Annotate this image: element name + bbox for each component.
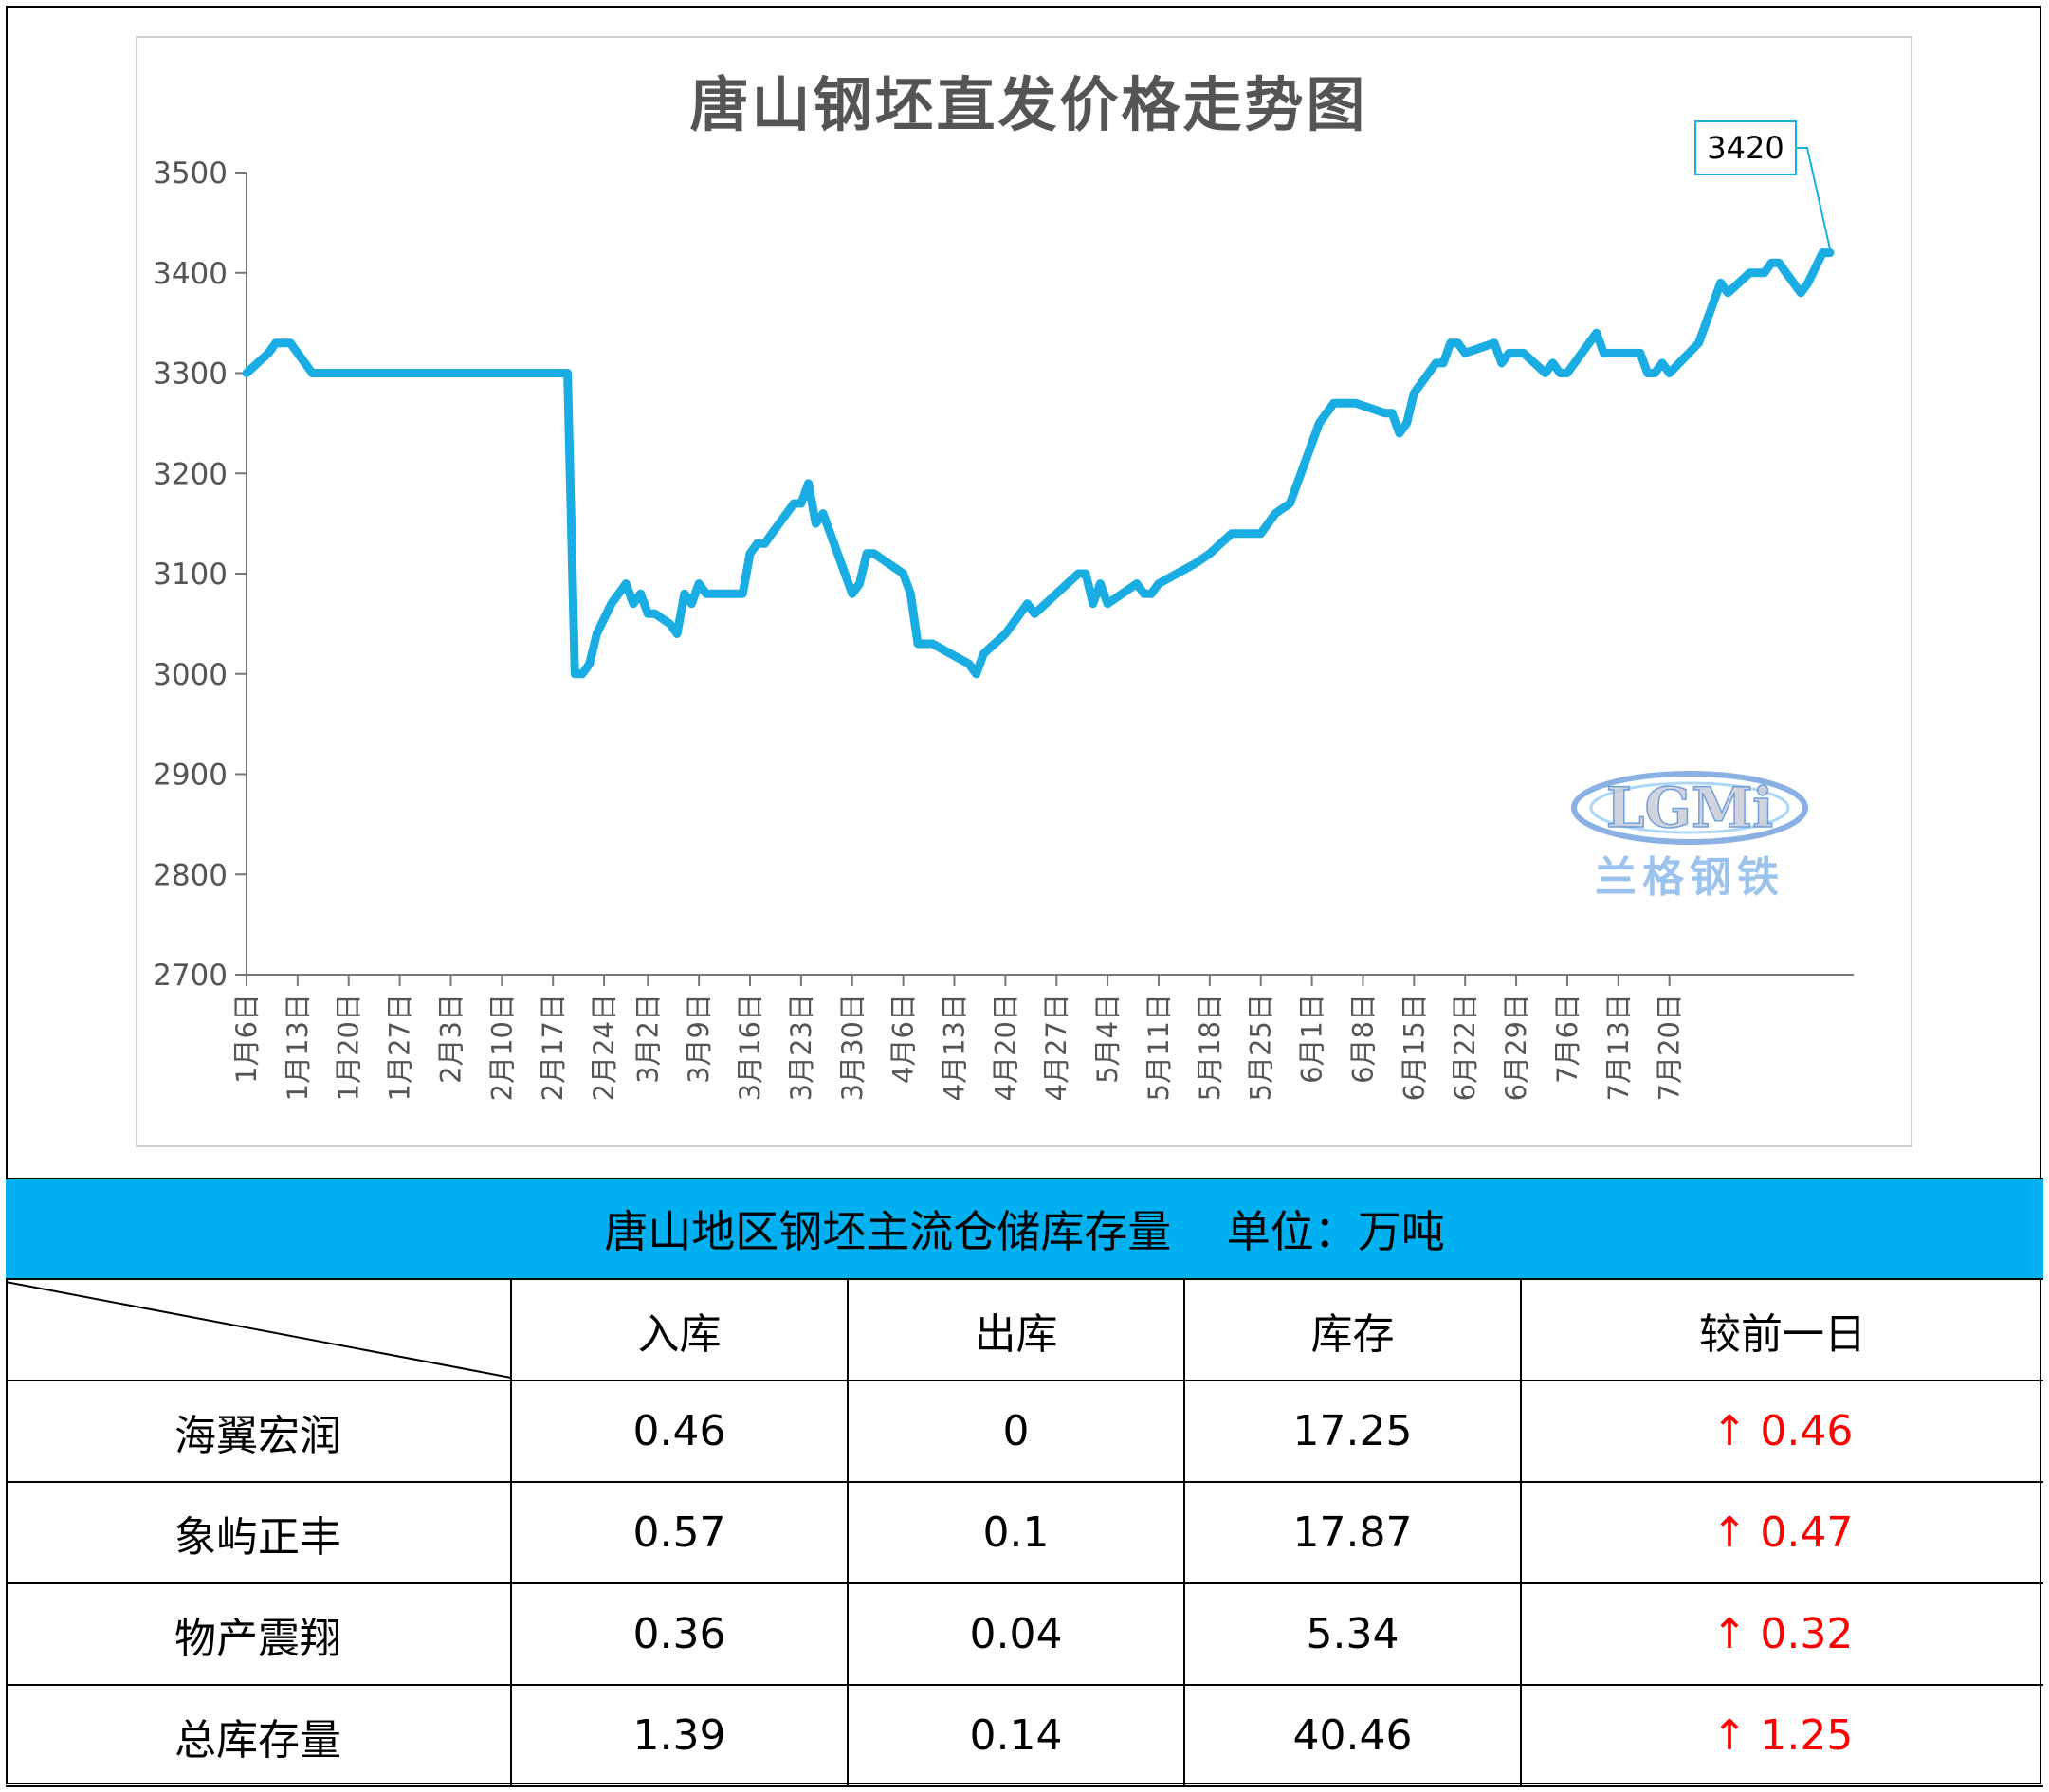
x-tick-label: 1月27日 bbox=[384, 994, 416, 1101]
x-tick-label: 1月20日 bbox=[333, 994, 365, 1101]
x-tick-label: 2月24日 bbox=[588, 994, 620, 1101]
row-stock: 5.34 bbox=[1183, 1582, 1522, 1686]
y-tick-label: 2700 bbox=[153, 959, 228, 993]
x-tick-label: 5月25日 bbox=[1245, 994, 1277, 1101]
corner-diagonal bbox=[6, 1281, 511, 1379]
row-out: 0.04 bbox=[847, 1582, 1185, 1686]
row-in: 1.39 bbox=[510, 1684, 849, 1787]
row-in: 0.36 bbox=[510, 1582, 849, 1686]
y-tick-label: 3200 bbox=[153, 457, 228, 491]
x-tick-label: 1月13日 bbox=[282, 994, 314, 1101]
series-line bbox=[242, 248, 1835, 679]
table-row: 物产震翔 0.36 0.04 5.34 ↑ 0.32 bbox=[6, 1582, 2043, 1686]
x-tick-label: 7月6日 bbox=[1551, 994, 1583, 1084]
chart-svg: 唐山钢坯直发价格走势图 2700 2800 2900 3000 3100 3200 3300… bbox=[153, 70, 1854, 1101]
row-out: 0 bbox=[847, 1380, 1185, 1483]
row-name: 总库存量 bbox=[6, 1684, 512, 1787]
lgmi-logo: LGMi 兰格钢铁 bbox=[1571, 771, 1808, 902]
price-chart: 唐山钢坯直发价格走势图 2700 2800 2900 3000 3100 3200 3300… bbox=[136, 36, 1912, 1147]
inventory-table: 入库 出库 库存 较前一日 海翼宏润 0.46 0 17.25 ↑ 0.46 象… bbox=[6, 1280, 2043, 1787]
x-tick-label: 3月16日 bbox=[734, 994, 766, 1101]
logo-wordmark: LGMi bbox=[1606, 776, 1774, 840]
x-tick-label: 5月11日 bbox=[1143, 994, 1175, 1101]
row-out: 0.14 bbox=[847, 1684, 1185, 1787]
row-change: ↑ 1.25 bbox=[1520, 1684, 2043, 1787]
y-axis: 2700 2800 2900 3000 3100 3200 3300 3400 3500 bbox=[153, 156, 247, 993]
x-tick-label: 3月30日 bbox=[836, 994, 869, 1101]
table-title: 唐山地区钢坯主流仓储库存量 bbox=[604, 1206, 1172, 1257]
row-name: 海翼宏润 bbox=[6, 1380, 512, 1483]
x-tick-label: 4月13日 bbox=[938, 994, 970, 1101]
data-label-callout: 3420 bbox=[1694, 120, 1831, 249]
x-tick-label: 6月15日 bbox=[1398, 994, 1430, 1101]
data-label-leader bbox=[1796, 147, 1831, 249]
y-tick-label: 2800 bbox=[153, 858, 228, 892]
table-title-bar: 唐山地区钢坯主流仓储库存量 单位：万吨 bbox=[6, 1178, 2043, 1280]
header-in: 入库 bbox=[510, 1280, 849, 1381]
x-tick-label: 5月4日 bbox=[1091, 994, 1124, 1084]
logo-subtitle: 兰格钢铁 bbox=[1595, 853, 1784, 902]
x-tick-label: 6月22日 bbox=[1449, 994, 1481, 1101]
table-header-row: 入库 出库 库存 较前一日 bbox=[6, 1280, 2043, 1381]
x-tick-label: 4月20日 bbox=[989, 994, 1021, 1101]
row-change: ↑ 0.47 bbox=[1520, 1481, 2043, 1584]
x-tick-label: 3月2日 bbox=[631, 994, 664, 1084]
row-stock: 17.25 bbox=[1183, 1380, 1522, 1483]
x-tick-label: 6月29日 bbox=[1500, 994, 1532, 1101]
x-tick-label: 4月27日 bbox=[1040, 994, 1072, 1101]
row-out: 0.1 bbox=[847, 1481, 1185, 1584]
row-stock: 17.87 bbox=[1183, 1481, 1522, 1584]
x-tick-label: 4月6日 bbox=[887, 994, 920, 1084]
x-tick-label: 6月1日 bbox=[1296, 994, 1328, 1084]
header-out: 出库 bbox=[847, 1280, 1185, 1381]
row-stock: 40.46 bbox=[1183, 1684, 1522, 1787]
y-tick-label: 3400 bbox=[153, 257, 228, 291]
chart-title: 唐山钢坯直发价格走势图 bbox=[689, 70, 1367, 139]
y-tick-label: 3300 bbox=[153, 357, 228, 392]
x-tick-label: 7月20日 bbox=[1654, 994, 1686, 1101]
header-change: 较前一日 bbox=[1520, 1280, 2043, 1381]
row-name: 象屿正丰 bbox=[6, 1481, 512, 1584]
x-tick-label: 3月9日 bbox=[683, 994, 715, 1084]
row-change: ↑ 0.32 bbox=[1520, 1582, 2043, 1686]
y-tick-label: 2900 bbox=[153, 759, 228, 793]
x-tick-label: 2月10日 bbox=[485, 994, 518, 1101]
x-tick-label: 6月8日 bbox=[1346, 994, 1379, 1084]
x-tick-label: 2月3日 bbox=[434, 994, 467, 1084]
corner-cell bbox=[6, 1280, 512, 1381]
row-in: 0.57 bbox=[510, 1481, 849, 1584]
row-change: ↑ 0.46 bbox=[1520, 1380, 2043, 1483]
y-tick-label: 3500 bbox=[153, 156, 228, 191]
x-axis: 1月6日 1月13日 1月20日 1月27日 2月3日 2月10日 2月17日 2月24日 3月… bbox=[230, 974, 1854, 1101]
row-in: 0.46 bbox=[510, 1380, 849, 1483]
table-row: 海翼宏润 0.46 0 17.25 ↑ 0.46 bbox=[6, 1380, 2043, 1483]
table-unit: 单位：万吨 bbox=[1226, 1206, 1445, 1257]
series-layer bbox=[242, 248, 1835, 679]
row-name: 物产震翔 bbox=[6, 1582, 512, 1686]
x-tick-label: 7月13日 bbox=[1602, 994, 1635, 1101]
x-tick-label: 5月18日 bbox=[1194, 994, 1226, 1101]
x-tick-label: 3月23日 bbox=[785, 994, 817, 1101]
x-tick-label: 1月6日 bbox=[230, 994, 263, 1084]
y-tick-label: 3100 bbox=[153, 558, 228, 592]
table-row: 象屿正丰 0.57 0.1 17.87 ↑ 0.47 bbox=[6, 1481, 2043, 1584]
table-row: 总库存量 1.39 0.14 40.46 ↑ 1.25 bbox=[6, 1684, 2043, 1787]
y-tick-label: 3000 bbox=[153, 658, 228, 692]
header-stock: 库存 bbox=[1183, 1280, 1522, 1381]
data-label-text: 3420 bbox=[1707, 130, 1784, 166]
x-tick-label: 2月17日 bbox=[537, 994, 569, 1101]
